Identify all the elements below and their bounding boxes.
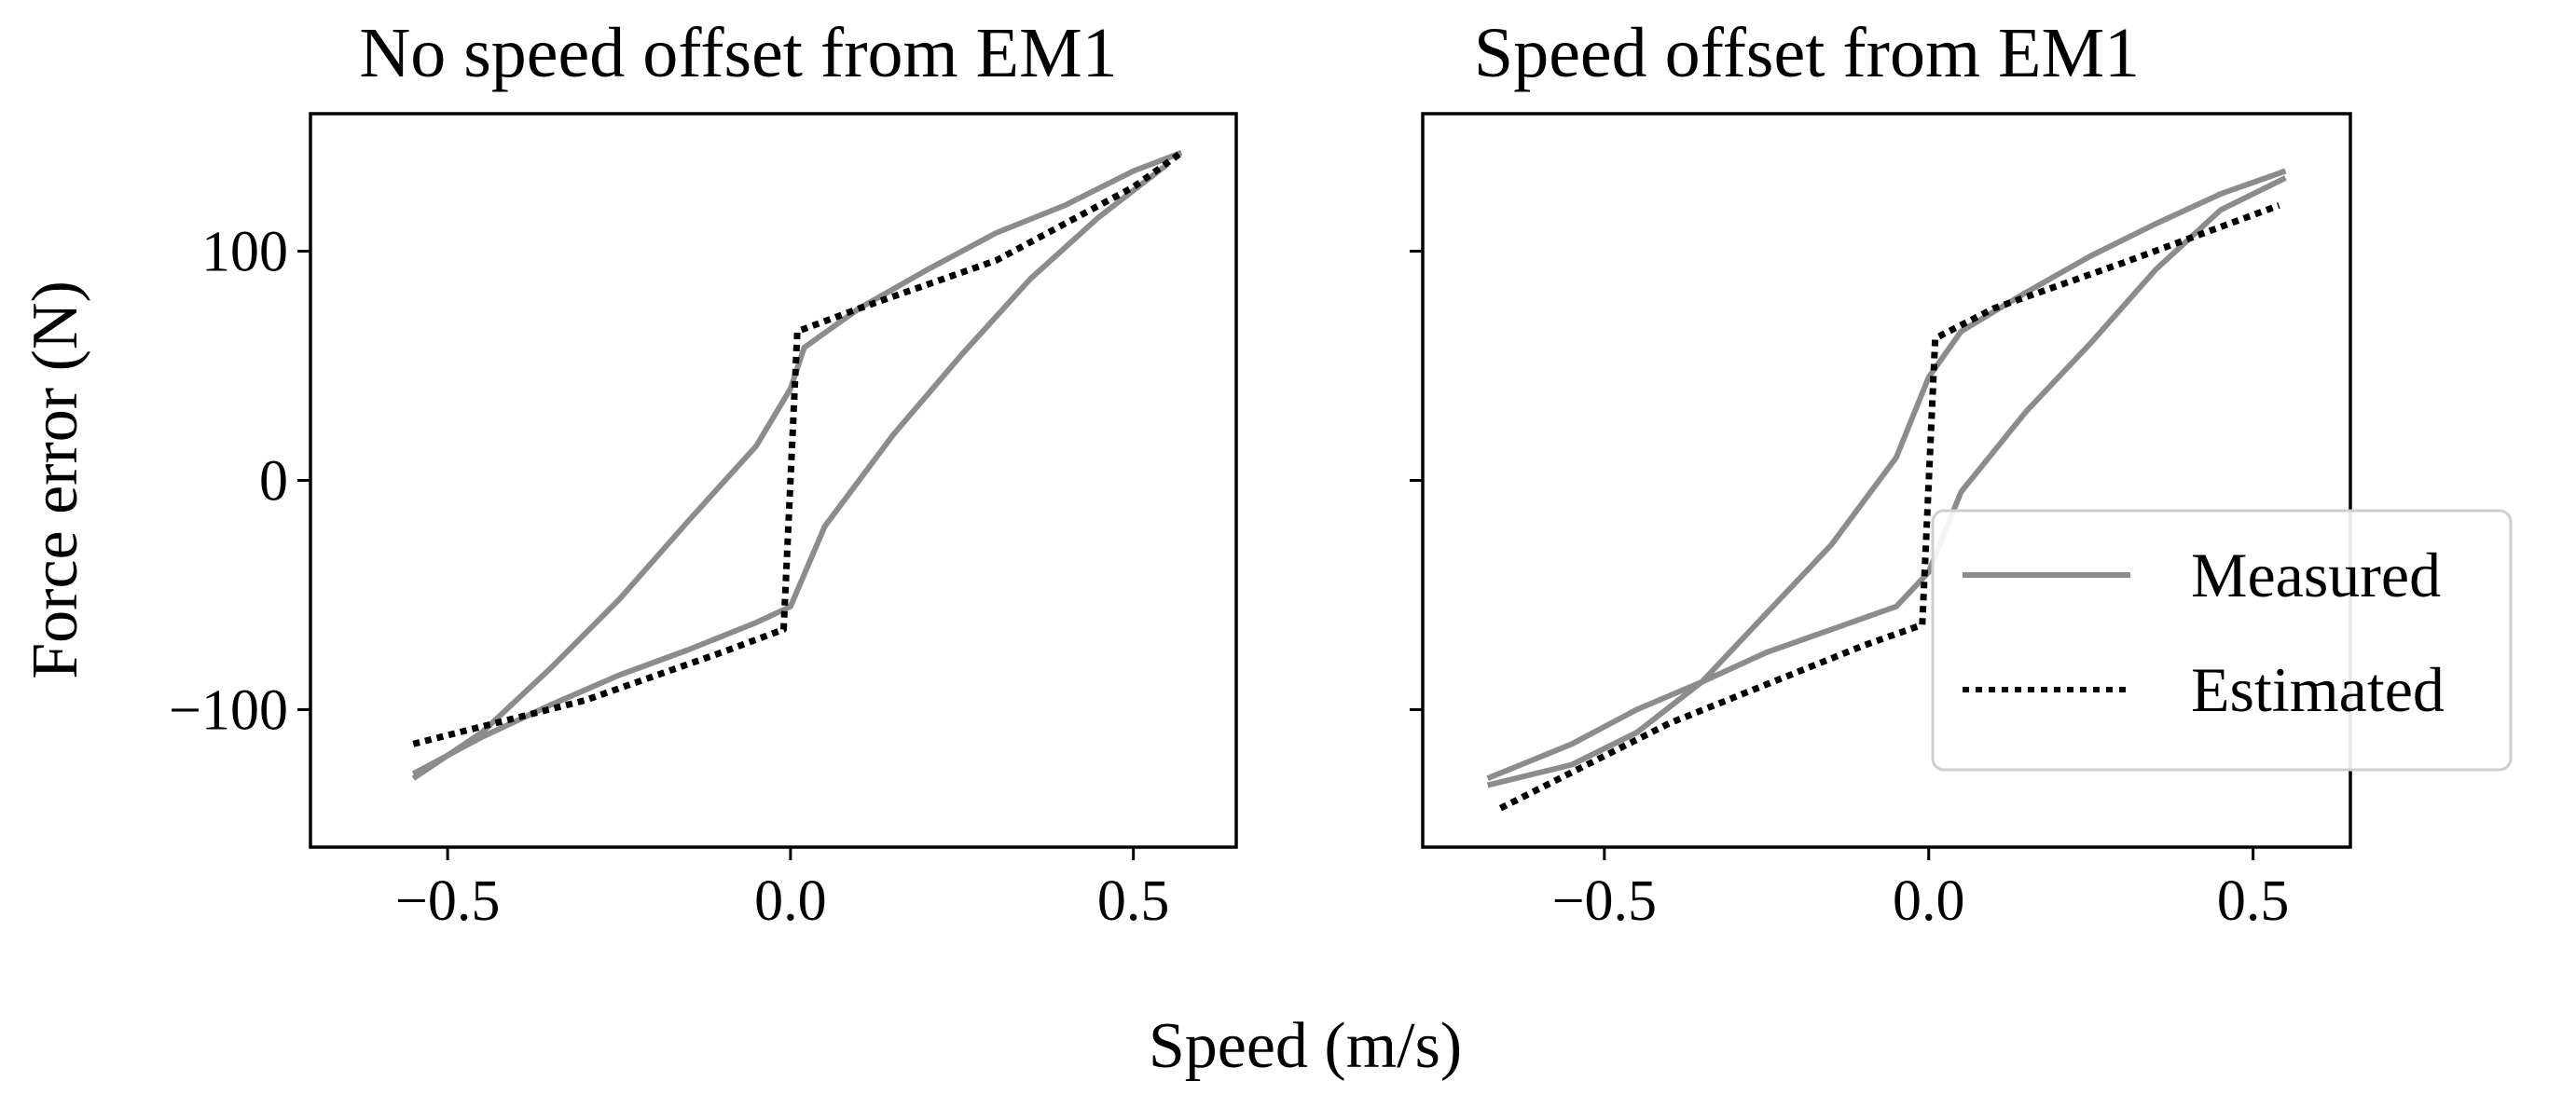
panel-0-ytick-label-1: 0: [259, 450, 288, 513]
panel-with-offset: Speed offset from EM1 −0.5 0.0 0.5: [1410, 14, 2352, 933]
panel-0-title: No speed offset from EM1: [359, 14, 1117, 92]
panel-0-ytick-label-2: 100: [201, 221, 288, 284]
panel-0-xtick-label-0: −0.5: [395, 869, 500, 933]
panel-1-xtick-label-1: 0.0: [1893, 869, 1965, 933]
panel-0-ticks: −0.5 0.0 0.5 −100 0 100: [169, 221, 1169, 933]
panel-1-series-2-estimated: [1498, 202, 2280, 812]
x-axis-label: Speed (m/s): [1149, 1010, 1462, 1082]
panel-1-series-0-measured: [1486, 168, 2287, 788]
panel-0-xtick-label-1: 0.0: [754, 869, 827, 933]
legend-estimated-label: Estimated: [2191, 654, 2445, 725]
legend-measured-label: Measured: [2191, 540, 2441, 610]
panel-1-series-1-measured: [1486, 175, 2287, 781]
panel-no-offset: No speed offset from EM1 −0.5 0.0 0.5 −100 0…: [169, 14, 1238, 933]
panel-0-series-2-estimated: [412, 149, 1184, 747]
panel-1-xtick-label-0: −0.5: [1552, 869, 1657, 933]
panel-0-series-0-measured: [411, 149, 1183, 781]
panel-1-series: [1486, 168, 2287, 812]
panel-0-series: [411, 149, 1184, 781]
panel-1-ticks: −0.5 0.0 0.5: [1410, 250, 2290, 933]
legend: Measured Estimated: [1931, 509, 2513, 772]
panel-1-xtick-label-2: 0.5: [2217, 869, 2290, 933]
panel-1-title: Speed offset from EM1: [1474, 14, 2140, 92]
panel-0-frame: [309, 112, 1238, 849]
panel-0-xtick-label-2: 0.5: [1097, 869, 1170, 933]
y-axis-label: Force error (N): [20, 281, 91, 679]
panel-1-frame: [1421, 112, 2352, 849]
panel-0-ytick-label-0: −100: [169, 678, 288, 742]
panel-0-series-1-measured: [411, 161, 1170, 776]
